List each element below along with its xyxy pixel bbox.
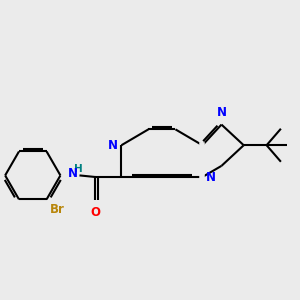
Text: Br: Br [50,203,64,216]
Text: N: N [68,167,78,180]
Text: N: N [217,106,226,119]
Text: O: O [90,206,100,219]
Text: N: N [108,139,118,152]
Text: N: N [206,170,216,184]
Text: H: H [74,164,82,174]
